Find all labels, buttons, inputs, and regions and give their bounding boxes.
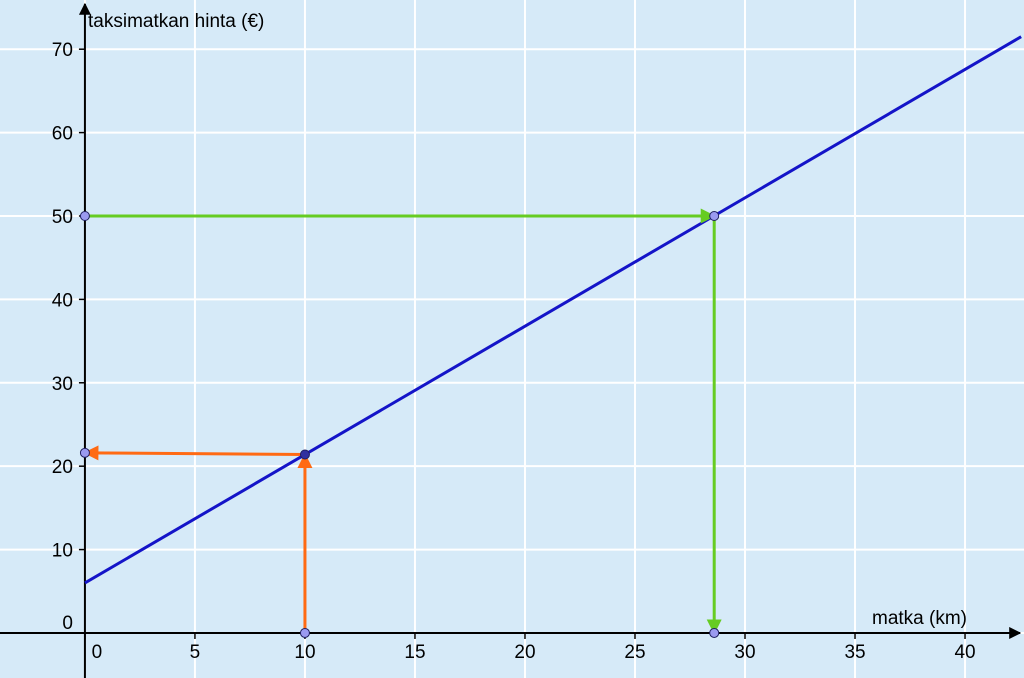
y-tick-label: 70 (52, 40, 73, 61)
x-tick-label: 15 (404, 642, 425, 663)
y-tick-label: 20 (52, 457, 73, 478)
x-tick-label: 0 (92, 642, 103, 663)
y-tick-label: 40 (52, 290, 73, 311)
x-tick-label: 40 (954, 642, 975, 663)
y-tick-label: 0 (62, 613, 73, 634)
x-tick-label: 10 (294, 642, 315, 663)
y-tick-label: 50 (52, 207, 73, 228)
point (299, 627, 310, 638)
y-axis-title: taksimatkan hinta (€) (88, 11, 264, 32)
x-tick-label: 30 (734, 642, 755, 663)
x-axis-title: matka (km) (872, 608, 967, 629)
x-tick-label: 35 (844, 642, 865, 663)
point (709, 627, 720, 638)
x-tick-label: 20 (514, 642, 535, 663)
point (79, 447, 90, 458)
y-tick-label: 10 (52, 541, 73, 562)
x-tick-label: 25 (624, 642, 645, 663)
point (299, 449, 310, 460)
point (709, 210, 720, 221)
data-line (84, 35, 1022, 585)
point (79, 210, 90, 221)
x-tick-label: 5 (190, 642, 201, 663)
y-tick-label: 60 (52, 124, 73, 145)
guide-arrow (83, 445, 305, 461)
y-tick-label: 30 (52, 374, 73, 395)
